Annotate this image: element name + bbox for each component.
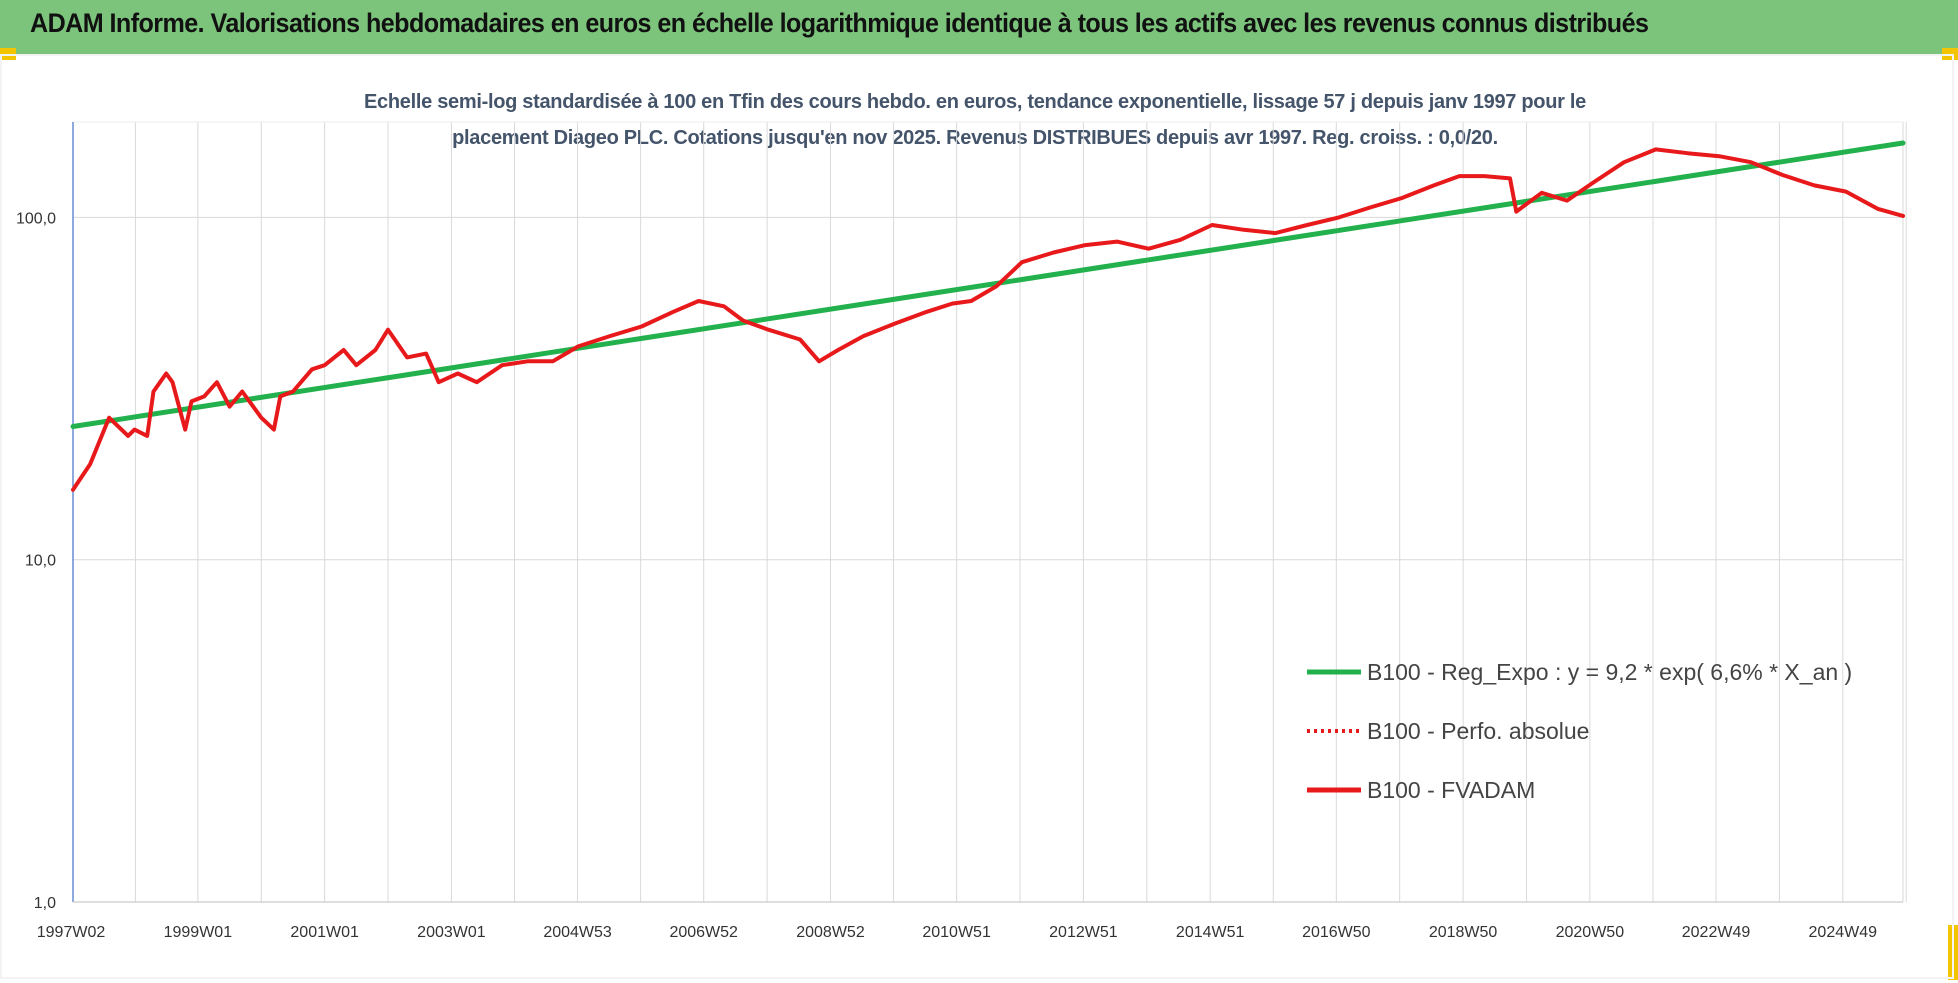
chart-grid [73, 121, 1907, 903]
x-tick-label: 2001W01 [290, 924, 359, 941]
chart-subtitle: Echelle semi-log standardisée à 100 en T… [230, 84, 1720, 156]
x-tick-label: 1997W02 [37, 924, 106, 941]
x-tick-label: 1999W01 [164, 924, 233, 941]
x-tick-label: 2010W51 [922, 924, 991, 941]
x-tick-label: 2004W53 [543, 924, 612, 941]
series-line-1 [70, 140, 1906, 429]
chart-series-lines [70, 140, 1906, 492]
chart-tick-labels: 1,0 10,0 100,0 1997W02 1999W01 2001W01 2003W01… [16, 210, 1877, 941]
chart-frame [0, 54, 1954, 979]
x-tick-label: 2022W49 [1682, 924, 1751, 941]
chart-legend: B100 - Reg_Expo : y = 9,2 * exp( 6,6% * … [1307, 659, 1852, 803]
x-tick-label: 2020W50 [1556, 924, 1625, 941]
x-tick-label: 2014W51 [1176, 924, 1245, 941]
legend-label-2: B100 - Perfo. absolue [1367, 718, 1589, 744]
x-tick-label: 2006W52 [669, 924, 738, 941]
x-tick-label: 2012W51 [1049, 924, 1118, 941]
legend-label-3: B100 - FVADAM [1367, 777, 1535, 803]
series-line-3 [71, 147, 1905, 492]
y-tick-label: 10,0 [25, 553, 56, 570]
y-tick-label: 100,0 [16, 210, 56, 227]
page-title: ADAM Informe. Valorisations hebdomadaire… [30, 8, 1649, 38]
x-tick-label: 2016W50 [1302, 924, 1371, 941]
y-tick-label: 1,0 [34, 895, 56, 912]
x-tick-label: 2008W52 [796, 924, 865, 941]
x-tick-label: 2024W49 [1809, 924, 1878, 941]
chart-subtitle-line-1: Echelle semi-log standardisée à 100 en T… [364, 91, 1586, 113]
chart-axes [72, 122, 1903, 903]
legend-label-1: B100 - Reg_Expo : y = 9,2 * exp( 6,6% * … [1367, 659, 1852, 685]
x-tick-label: 2003W01 [417, 924, 486, 941]
chart-subtitle-line-2: placement Diageo PLC. Cotations jusqu'en… [452, 127, 1498, 149]
x-tick-label: 2018W50 [1429, 924, 1498, 941]
header-banner: ADAM Informe. Valorisations hebdomadaire… [0, 0, 1958, 54]
